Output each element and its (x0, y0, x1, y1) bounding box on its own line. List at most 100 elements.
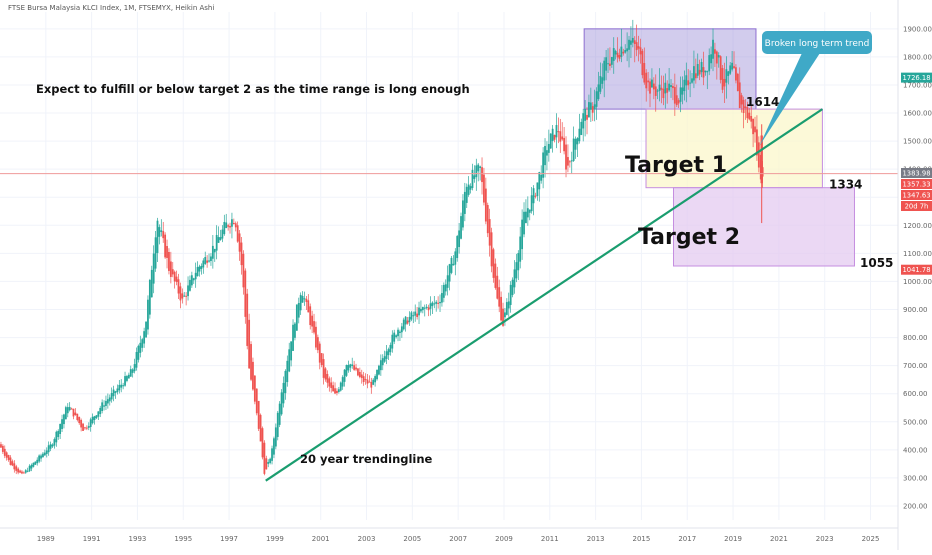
candle-body (441, 293, 443, 303)
candle-body (250, 344, 252, 380)
candle-body (284, 370, 287, 394)
x-tick-label: 2015 (633, 535, 651, 543)
candle-body (591, 106, 594, 113)
candle-body (719, 56, 722, 80)
price-tag (901, 201, 932, 211)
candle-body (26, 470, 29, 472)
y-tick-label: 1900.00 (903, 25, 932, 33)
candle-body (387, 349, 390, 356)
candle-body (261, 428, 264, 458)
candle-body (735, 67, 737, 81)
candle-body (156, 220, 159, 253)
candle-body (752, 118, 755, 135)
candle-body (169, 261, 172, 277)
candle-body (68, 406, 71, 411)
candle-body (309, 306, 312, 326)
candle-body (374, 376, 377, 383)
candle-body (736, 73, 739, 91)
candle-body (553, 134, 556, 140)
price-tag (901, 179, 932, 189)
candle-body (295, 304, 298, 331)
candle-body (215, 234, 218, 251)
candle-body (677, 100, 680, 104)
x-tick-label: 2011 (541, 535, 559, 543)
candle-body (687, 80, 690, 86)
candle-body (292, 324, 294, 351)
candle-body (660, 87, 663, 90)
candle-body (179, 286, 182, 301)
candle-body (36, 459, 39, 464)
candle-body (601, 77, 604, 84)
candle-body (240, 242, 243, 266)
candle-body (45, 450, 48, 454)
candle-body (303, 298, 306, 300)
candle-body (549, 133, 552, 149)
candle-body (21, 471, 23, 474)
candle-body (311, 315, 314, 327)
candle-body (131, 369, 134, 373)
candle-body (465, 186, 468, 203)
candle-body (536, 182, 539, 197)
candle-body (668, 83, 671, 91)
candle-body (242, 253, 245, 288)
candle-body (227, 225, 230, 227)
candle-body (542, 152, 545, 178)
candle-body (616, 52, 619, 58)
level-1055: 1055 (860, 256, 893, 270)
candle-body (620, 46, 623, 57)
y-tick-label: 1200.00 (903, 222, 932, 230)
candle-body (683, 79, 686, 92)
candle-body (63, 414, 65, 425)
candle-body (652, 83, 655, 90)
candle-body (269, 458, 272, 463)
x-tick-label: 2025 (862, 535, 880, 543)
candle-body (135, 351, 138, 368)
candle-body (406, 320, 409, 324)
candle-body (523, 211, 525, 235)
candle-body (670, 85, 672, 88)
candle-body (139, 342, 142, 353)
candle-body (408, 316, 411, 323)
candle-body (511, 279, 514, 295)
candle-body (158, 227, 161, 237)
candle-body (47, 445, 50, 453)
candle-body (681, 87, 684, 95)
candle-body (593, 104, 596, 110)
candle-body (452, 263, 455, 266)
candle-body (515, 262, 518, 279)
candle-body (122, 385, 125, 387)
candle-body (404, 316, 407, 325)
candle-body (32, 462, 35, 467)
candle-body (290, 341, 293, 361)
candle-body (236, 225, 239, 242)
y-tick-label: 1100.00 (903, 250, 932, 258)
y-tick-label: 1000.00 (903, 278, 932, 286)
candle-body (53, 439, 56, 446)
candle-body (473, 175, 476, 179)
candle-body (467, 184, 470, 195)
candle-body (196, 266, 199, 277)
candle-body (397, 329, 399, 337)
candle-body (263, 442, 266, 474)
candle-body (252, 361, 254, 390)
candle-body (439, 301, 441, 304)
candle-body (74, 412, 77, 416)
candle-body (400, 326, 403, 333)
zone-target-1 (645, 108, 823, 189)
candle-body (754, 126, 756, 133)
candle-body (124, 376, 126, 386)
candle-body (628, 39, 630, 50)
overlays: Expect to fulfill or below target 2 as t… (0, 31, 898, 482)
candle-body (643, 62, 646, 83)
candle-body (490, 232, 493, 267)
candle-body (612, 48, 615, 61)
candle-body (234, 223, 237, 228)
candle-body (444, 284, 447, 292)
candle-body (700, 62, 703, 73)
candle-body (454, 251, 457, 265)
candle-body (328, 378, 331, 387)
candle-body (120, 384, 123, 388)
candle-body (679, 87, 682, 102)
